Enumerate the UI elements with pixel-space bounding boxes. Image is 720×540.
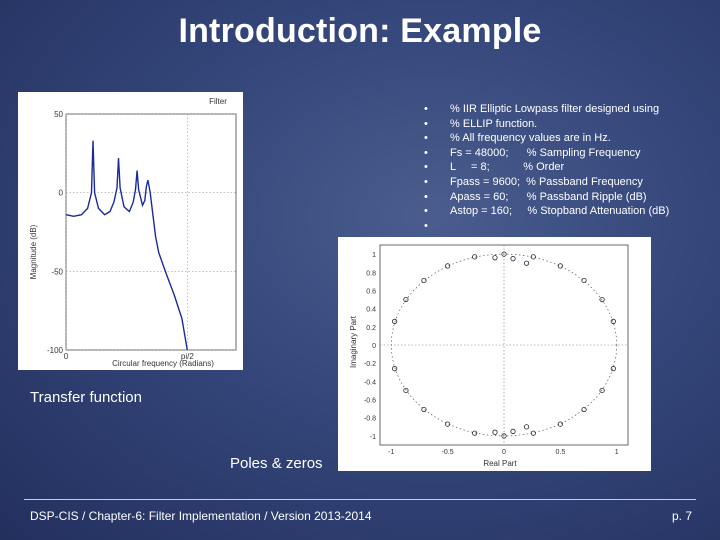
slide-title: Introduction: Example xyxy=(178,12,542,50)
pz-y-tick-label: 1 xyxy=(372,252,376,259)
pz-zero-marker xyxy=(557,421,563,427)
tf-x-tick-label: 0 xyxy=(64,352,69,361)
pz-zero-marker xyxy=(523,260,530,266)
pz-x-tick-label: 1 xyxy=(615,449,619,456)
bullet-icon: • xyxy=(424,161,428,174)
pz-zero-marker xyxy=(445,421,451,427)
pz-zero-marker xyxy=(610,318,616,324)
transfer-function-caption: Transfer function xyxy=(30,389,142,406)
pz-zero-marker xyxy=(610,366,616,372)
code-line: • Fpass = 9600; % Passband Frequency xyxy=(418,175,718,190)
pole-zero-plot: Imaginary Part Real Part 1 0.8 0.6 0.4 0.2 0 -… xyxy=(338,237,651,471)
pz-x-axis-label: Real Part xyxy=(483,459,517,468)
pz-y-tick-label: 0 xyxy=(372,343,376,350)
bullet-icon: • xyxy=(424,205,428,218)
pz-y-tick-label: -0.2 xyxy=(364,361,376,368)
tf-x-axis-label: Circular frequency (Radians) xyxy=(112,359,214,368)
pz-x-tick-label: -1 xyxy=(388,449,394,456)
pz-zero-marker xyxy=(421,406,427,413)
pz-zero-marker xyxy=(599,387,605,394)
pz-zero-marker xyxy=(492,255,498,261)
page-number: p. 7 xyxy=(671,509,692,523)
code-line: • L = 8; % Order xyxy=(418,160,718,175)
tf-chart-title: Filter xyxy=(209,97,227,106)
pz-zero-marker xyxy=(472,254,478,260)
tf-y-tick-label: 50 xyxy=(54,110,63,119)
bullet-icon: • xyxy=(424,175,428,188)
pz-x-tick-label: 0.5 xyxy=(555,449,565,456)
tf-y-axis-label: Magnitude (dB) xyxy=(29,224,38,279)
pz-y-tick-label: 0.4 xyxy=(366,307,376,314)
pz-zero-marker xyxy=(421,277,427,284)
tf-y-tick-label: -100 xyxy=(47,346,64,355)
footer-course-text: DSP-CIS / Chapter-6: Filter Implementati… xyxy=(30,509,372,523)
code-line-text: Fpass = 9600; % Passband Frequency xyxy=(450,175,643,188)
pz-zero-marker xyxy=(403,387,409,394)
code-bullet-list: • % IIR Elliptic Lowpass filter designed … xyxy=(418,102,718,233)
pz-y-axis-label: Imaginary Part xyxy=(349,315,358,368)
slide-footer: DSP-CIS / Chapter-6: Filter Implementati… xyxy=(0,495,720,540)
tf-magnitude-line xyxy=(65,140,188,351)
pz-y-tick-label: -0.8 xyxy=(364,416,376,423)
footer-divider xyxy=(24,499,696,500)
pz-y-tick-label: -0.6 xyxy=(364,398,376,405)
bullet-icon: • xyxy=(424,219,428,232)
code-line-text: Apass = 60; % Passband Ripple (dB) xyxy=(450,190,647,203)
pz-zero-marker xyxy=(523,424,530,430)
code-line-text: L = 8; % Order xyxy=(450,161,565,174)
bullet-icon: • xyxy=(424,117,428,130)
poles-zeros-caption: Poles & zeros xyxy=(230,455,323,472)
code-line: • Astop = 160; % Stopband Attenuation (dB… xyxy=(418,204,718,219)
pz-unit-circle xyxy=(390,253,618,437)
code-line: • % ELLIP function. xyxy=(418,117,718,132)
bullet-icon: • xyxy=(424,146,428,159)
pz-zero-marker xyxy=(501,251,507,257)
transfer-function-svg: Filter Magnitude (dB) Circular frequency… xyxy=(29,97,237,368)
pz-zero-marker xyxy=(530,430,536,436)
tf-y-tick-label: -50 xyxy=(51,267,63,276)
pz-zero-marker xyxy=(599,296,605,303)
pz-zero-marker xyxy=(510,428,516,434)
transfer-function-plot: Filter Magnitude (dB) Circular frequency… xyxy=(18,92,243,370)
bullet-icon: • xyxy=(424,103,428,115)
pz-x-tick-label: 0 xyxy=(502,449,506,456)
tf-x-tick-label: pi/2 xyxy=(181,352,194,361)
bullet-icon: • xyxy=(424,132,428,145)
code-line: • % All frequency values are in Hz. xyxy=(418,131,718,146)
tf-axes-box xyxy=(65,113,237,351)
code-line-text: % ELLIP function. xyxy=(450,117,538,130)
code-line-text: Fs = 48000; % Sampling Frequency xyxy=(450,146,641,159)
pz-zero-marker xyxy=(392,366,398,372)
code-line: • xyxy=(418,219,718,234)
pz-zero-marker xyxy=(445,263,451,269)
pz-x-tick-label: -0.5 xyxy=(442,449,454,456)
pz-zero-marker xyxy=(492,429,498,435)
pz-zero-marker xyxy=(581,277,587,284)
pz-zero-marker xyxy=(392,318,398,324)
pz-zero-marker xyxy=(472,430,478,436)
pz-y-tick-label: 0.6 xyxy=(366,288,376,295)
pz-zero-marker xyxy=(557,263,563,269)
pole-zero-svg: Imaginary Part Real Part 1 0.8 0.6 0.4 0.2 0 -… xyxy=(349,244,629,468)
pz-y-tick-label: 0.8 xyxy=(366,270,376,277)
code-line-text: Astop = 160; % Stopband Attenuation (dB) xyxy=(450,205,670,218)
pz-y-tick-label: -0.4 xyxy=(364,379,376,386)
pz-zero-marker xyxy=(403,296,409,303)
pz-y-tick-label: -1 xyxy=(370,434,376,441)
tf-y-tick-label: 0 xyxy=(59,189,64,198)
pz-y-tick-label: 0.2 xyxy=(366,325,376,332)
pz-zero-marker xyxy=(501,433,507,439)
code-line: • Fs = 48000; % Sampling Frequency xyxy=(418,146,718,161)
code-line-text: % All frequency values are in Hz. xyxy=(450,132,611,145)
pz-zero-marker xyxy=(510,256,516,262)
pz-zero-marker xyxy=(530,254,536,260)
code-line: • Apass = 60; % Passband Ripple (dB) xyxy=(418,190,718,205)
code-line: • % IIR Elliptic Lowpass filter designed … xyxy=(418,102,718,117)
pz-zero-marker xyxy=(581,406,587,413)
code-line-text: % IIR Elliptic Lowpass filter designed u… xyxy=(450,103,660,115)
bullet-icon: • xyxy=(424,190,428,203)
